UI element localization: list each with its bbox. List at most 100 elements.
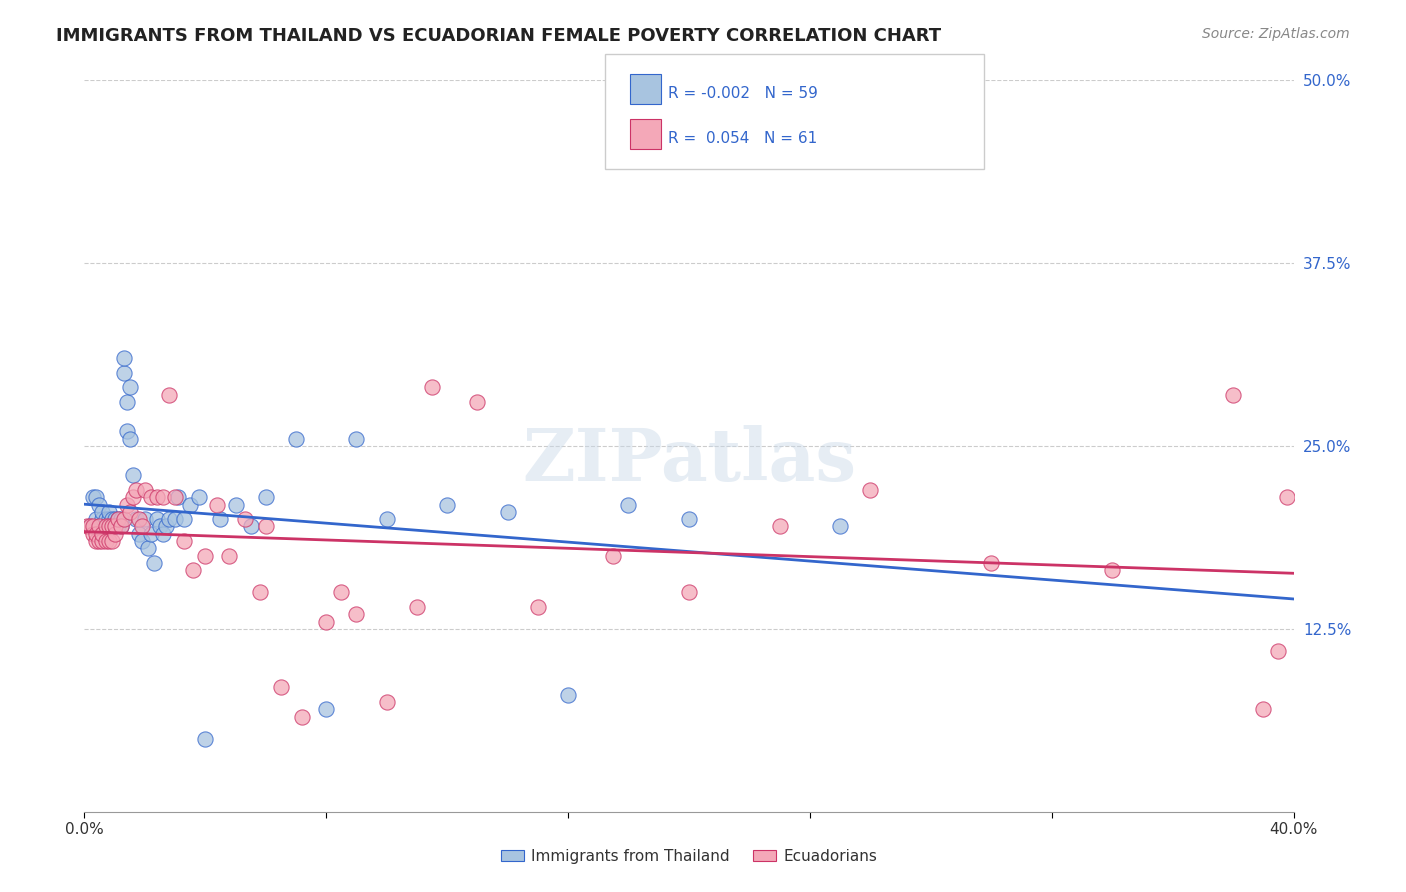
Point — [270, 681, 292, 695]
Point — [125, 512, 148, 526]
Point — [233, 512, 256, 526]
Point — [86, 526, 108, 541]
Point — [112, 512, 135, 526]
Point — [420, 380, 443, 394]
Point — [82, 490, 104, 504]
Point — [79, 519, 101, 533]
Point — [86, 534, 108, 549]
Point — [152, 526, 174, 541]
Point — [165, 490, 187, 504]
Point — [97, 512, 120, 526]
Point — [173, 534, 195, 549]
Point — [100, 519, 122, 533]
Point — [678, 512, 700, 526]
Point — [188, 490, 211, 504]
Text: ZIPatlas: ZIPatlas — [522, 425, 856, 496]
Point — [97, 505, 120, 519]
Point — [128, 512, 150, 526]
Point — [1277, 490, 1299, 504]
Point — [112, 351, 135, 366]
Point — [165, 512, 187, 526]
Point — [194, 731, 217, 746]
Point — [121, 468, 143, 483]
Point — [149, 519, 172, 533]
Point — [152, 490, 174, 504]
Point — [125, 483, 148, 497]
Point — [91, 505, 114, 519]
Point — [194, 549, 217, 563]
Point — [218, 549, 240, 563]
Point — [91, 526, 114, 541]
Point — [107, 512, 129, 526]
Point — [225, 498, 247, 512]
Point — [142, 556, 165, 570]
Point — [104, 519, 127, 533]
Point — [91, 534, 114, 549]
Point — [118, 505, 141, 519]
Point — [173, 512, 195, 526]
Point — [254, 519, 277, 533]
Point — [82, 526, 104, 541]
Text: R = -0.002   N = 59: R = -0.002 N = 59 — [668, 87, 818, 101]
Point — [115, 498, 138, 512]
Point — [91, 512, 114, 526]
Point — [121, 490, 143, 504]
Point — [1253, 702, 1275, 716]
Point — [181, 563, 204, 577]
Text: Source: ZipAtlas.com: Source: ZipAtlas.com — [1202, 27, 1350, 41]
Text: R =  0.054   N = 61: R = 0.054 N = 61 — [668, 131, 817, 145]
Point — [496, 505, 519, 519]
Point — [406, 599, 429, 614]
Point — [89, 498, 111, 512]
Point — [375, 512, 398, 526]
Point — [89, 534, 111, 549]
Point — [146, 490, 169, 504]
Point — [330, 585, 353, 599]
Point — [467, 395, 489, 409]
Point — [100, 519, 122, 533]
Point — [115, 425, 138, 439]
Point — [94, 512, 117, 526]
Point — [346, 432, 368, 446]
Point — [94, 519, 117, 533]
Point — [104, 526, 127, 541]
Point — [769, 519, 792, 533]
Point — [291, 709, 314, 723]
Point — [115, 395, 138, 409]
Point — [104, 512, 127, 526]
Point — [118, 432, 141, 446]
Point — [527, 599, 550, 614]
Point — [209, 512, 232, 526]
Point — [136, 541, 159, 556]
Point — [1267, 644, 1289, 658]
Point — [134, 512, 156, 526]
Point — [110, 519, 132, 533]
Point — [112, 366, 135, 380]
Legend: Immigrants from Thailand, Ecuadorians: Immigrants from Thailand, Ecuadorians — [495, 843, 883, 870]
Point — [86, 512, 108, 526]
Point — [94, 519, 117, 533]
Point — [110, 512, 132, 526]
Point — [315, 702, 337, 716]
Point — [179, 498, 201, 512]
Point — [146, 512, 169, 526]
Point — [315, 615, 337, 629]
Point — [436, 498, 458, 512]
Point — [980, 556, 1002, 570]
Point — [118, 380, 141, 394]
Point — [76, 519, 98, 533]
Point — [97, 519, 120, 533]
Point — [285, 432, 308, 446]
Point — [107, 512, 129, 526]
Point — [602, 549, 624, 563]
Point — [1222, 388, 1244, 402]
Point — [139, 526, 162, 541]
Point — [110, 519, 132, 533]
Point — [100, 534, 122, 549]
Point — [100, 512, 122, 526]
Point — [167, 490, 190, 504]
Point — [859, 483, 882, 497]
Point — [131, 534, 153, 549]
Point — [617, 498, 640, 512]
Point — [1101, 563, 1123, 577]
